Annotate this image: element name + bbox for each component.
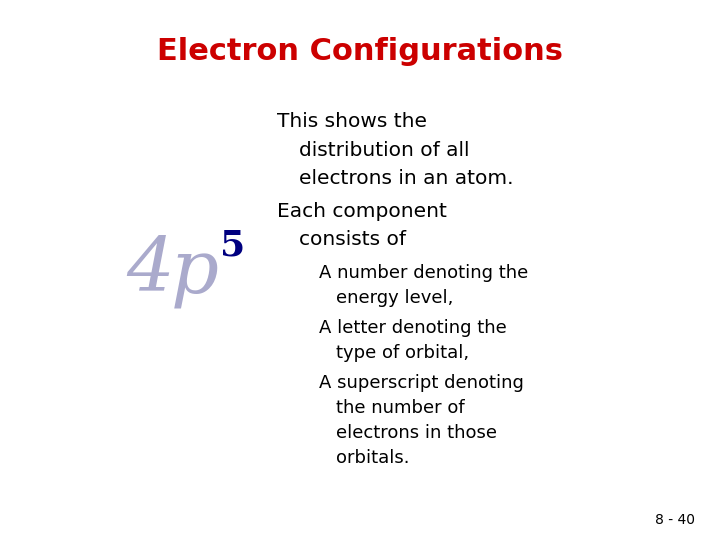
Text: 5: 5 — [220, 229, 245, 262]
Text: electrons in those: electrons in those — [336, 424, 498, 442]
Text: type of orbital,: type of orbital, — [336, 344, 469, 362]
Text: the number of: the number of — [336, 399, 465, 417]
Text: p: p — [171, 237, 219, 309]
Text: electrons in an atom.: electrons in an atom. — [299, 169, 513, 188]
Text: A number denoting the: A number denoting the — [319, 264, 528, 282]
Text: 8 - 40: 8 - 40 — [654, 512, 695, 526]
Text: This shows the: This shows the — [277, 112, 427, 131]
Text: A superscript denoting: A superscript denoting — [319, 374, 524, 393]
Text: A letter denoting the: A letter denoting the — [319, 319, 507, 338]
Text: energy level,: energy level, — [336, 289, 454, 307]
Text: 4: 4 — [126, 234, 174, 306]
Text: Electron Configurations: Electron Configurations — [157, 37, 563, 66]
Text: distribution of all: distribution of all — [299, 140, 469, 160]
Text: orbitals.: orbitals. — [336, 449, 410, 467]
Text: Each component: Each component — [277, 202, 447, 221]
Text: consists of: consists of — [299, 230, 406, 249]
